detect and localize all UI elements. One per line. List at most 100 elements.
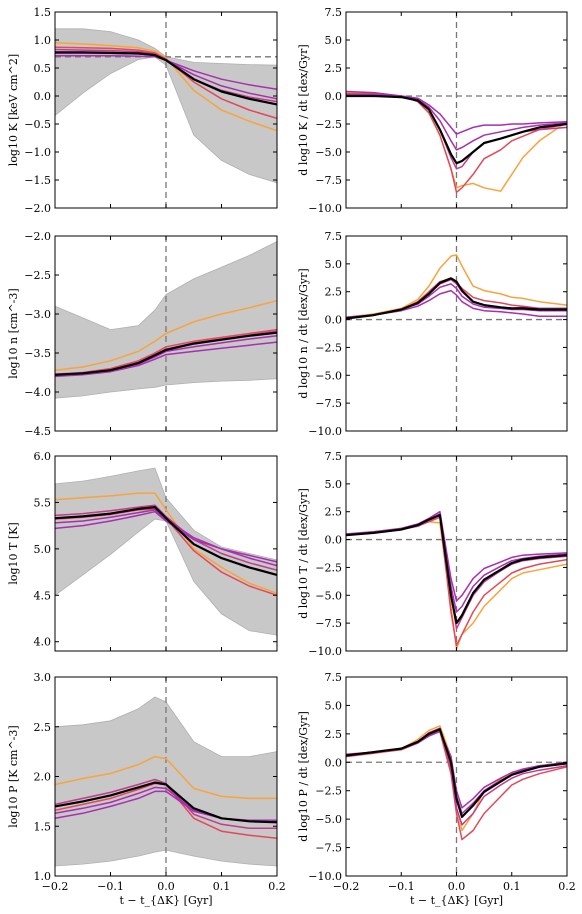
y-tick-label: 2.5	[325, 728, 343, 741]
panel-dlogT: −10.0 −7.5 −5.0 −2.5 0.0 2.5 5.0 7.5 d log10 T /…	[297, 450, 568, 658]
series-line-orange-0	[54, 492, 278, 595]
x-tick-label: 0.0	[448, 880, 466, 893]
y-tick-label: −1.5	[24, 174, 51, 187]
y-axis-label: d log10 K / dt [dex/Gyr]	[297, 44, 310, 175]
y-tick-label: −10.0	[308, 202, 342, 215]
y-tick-label: 5.0	[34, 543, 52, 556]
axes-frame	[345, 676, 568, 877]
x-tick-label: 0.1	[503, 880, 521, 893]
y-tick-label: 6.0	[34, 450, 52, 463]
y-axis-label: d log10 T / dt [dex/Gyr]	[297, 488, 310, 619]
y-tick-label: −7.5	[315, 617, 342, 630]
y-tick-label: −2.0	[24, 202, 51, 215]
x-tick-label: 0.2	[268, 880, 286, 893]
y-tick-label: 1.5	[34, 6, 52, 19]
series-line-mean-5	[345, 513, 568, 625]
series-line-purple-3	[345, 289, 567, 319]
series-line-magenta-2	[54, 504, 278, 571]
y-tick-label: −5.0	[315, 813, 342, 826]
y-tick-label: −10.0	[308, 870, 342, 883]
y-tick-label: 2.5	[325, 506, 343, 519]
x-tick-label: −0.2	[333, 880, 360, 893]
y-tick-label: −7.5	[315, 397, 342, 410]
series-line-mean-5	[55, 51, 278, 106]
y-tick-label: −2.5	[315, 341, 342, 354]
y-tick-label: 1.5	[34, 820, 52, 833]
panel-dlogP: −10.0 −7.5 −5.0 −2.5 0.0 2.5 5.0 7.5 −0.2 −0.1 0.0…	[297, 671, 576, 907]
y-tick-label: 0.5	[34, 62, 52, 75]
panel-logT: 4.0 4.5 5.0 5.5 6.0 log10 T [K]	[7, 450, 278, 652]
series-line-mean-5	[54, 781, 278, 824]
x-tick-label: −0.2	[42, 880, 69, 893]
series-line-mean-5	[346, 94, 568, 165]
y-tick-label: 4.0	[34, 636, 52, 649]
x-tick-label: −0.1	[388, 880, 415, 893]
y-tick-label: 7.5	[325, 6, 343, 19]
series-line-orange-0	[54, 42, 278, 132]
x-tick-label: 0.0	[157, 880, 175, 893]
series-line-red-1	[54, 328, 278, 375]
y-tick-label: −2.5	[24, 269, 51, 282]
y-axis-label: log10 n [cm^-3]	[7, 288, 20, 378]
y-tick-label: −5.0	[315, 369, 342, 382]
series-line-orange-0	[54, 299, 278, 371]
y-tick-label: 0.0	[325, 756, 343, 769]
y-tick-label: −7.5	[315, 174, 342, 187]
y-axis-label: d log10 P / dt [dex/Gyr]	[297, 711, 310, 842]
y-tick-label: −5.0	[315, 146, 342, 159]
y-tick-label: 7.5	[325, 671, 343, 684]
y-tick-label: −0.5	[24, 118, 51, 131]
y-tick-label: 2.5	[34, 721, 52, 734]
series-line-magenta-2	[54, 778, 277, 829]
panel-logP: 1.0 1.5 2.0 2.5 3.0 −0.2 −0.1 0.0 0.1 0.2 log10 P …	[7, 671, 286, 907]
series-line-red-1	[54, 46, 278, 120]
series-line-mean-5	[54, 506, 278, 576]
y-tick-label: −3.0	[24, 308, 51, 321]
y-tick-label: −7.5	[315, 842, 342, 855]
y-tick-label: −10.0	[308, 425, 342, 438]
x-tick-label: −0.1	[97, 880, 124, 893]
y-tick-label: 1.0	[34, 34, 52, 47]
panel-logK: −2.0 −1.5 −1.0 −0.5 0.0 0.5 1.0 1.5 log10 K [keV…	[7, 6, 278, 215]
series-line-mean-5	[345, 277, 567, 320]
y-tick-label: 2.5	[325, 286, 343, 299]
y-tick-label: −3.5	[24, 347, 51, 360]
x-axis-label: t − t_{ΔK} [Gyr]	[410, 894, 503, 907]
x-tick-label: 0.2	[558, 880, 576, 893]
y-tick-label: 5.0	[325, 699, 343, 712]
y-axis-label: log10 T [K]	[7, 522, 20, 584]
y-tick-label: −10.0	[308, 645, 342, 658]
y-tick-label: 3.0	[34, 671, 52, 684]
y-tick-label: −5.0	[315, 589, 342, 602]
series-line-purple-4	[54, 509, 278, 563]
y-tick-label: 1.0	[34, 870, 52, 883]
y-tick-label: 0.0	[34, 90, 52, 103]
y-tick-label: −4.0	[24, 386, 51, 399]
y-tick-label: 2.5	[325, 62, 343, 75]
y-tick-label: 5.0	[325, 478, 343, 491]
y-tick-label: 7.5	[325, 450, 343, 463]
y-tick-label: 5.0	[325, 258, 343, 271]
series-line-mean-5	[345, 728, 568, 819]
y-tick-label: 0.0	[325, 314, 343, 327]
axes-frame	[345, 11, 568, 209]
y-tick-label: −2.5	[315, 785, 342, 798]
series-line-orange-0	[345, 254, 568, 319]
panel-dlogK: −10.0 −7.5 −5.0 −2.5 0.0 2.5 5.0 7.5 d log10 K /…	[297, 6, 568, 215]
y-tick-label: −2.5	[315, 561, 342, 574]
series-line-purple-3	[54, 510, 278, 567]
x-axis-label: t − t_{ΔK} [Gyr]	[119, 894, 212, 907]
y-tick-label: 5.5	[34, 496, 52, 509]
series-line-orange-0	[54, 755, 277, 800]
y-axis-label: log10 P [K cm^-3]	[7, 725, 20, 827]
y-axis-label: d log10 n / dt [dex/Gyr]	[297, 268, 310, 398]
y-tick-label: 7.5	[325, 230, 343, 243]
series-line-mean-5	[54, 331, 278, 376]
y-tick-label: −4.5	[24, 425, 51, 438]
x-tick-label: 0.1	[213, 880, 231, 893]
panel-dlogn: −10.0 −7.5 −5.0 −2.5 0.0 2.5 5.0 7.5 d log10 n /…	[297, 230, 568, 438]
panel-logn: −4.5 −4.0 −3.5 −3.0 −2.5 −2.0 log10 n [cm^-3]	[7, 230, 278, 438]
y-tick-label: −1.0	[24, 146, 51, 159]
y-tick-label: 2.0	[34, 771, 52, 784]
